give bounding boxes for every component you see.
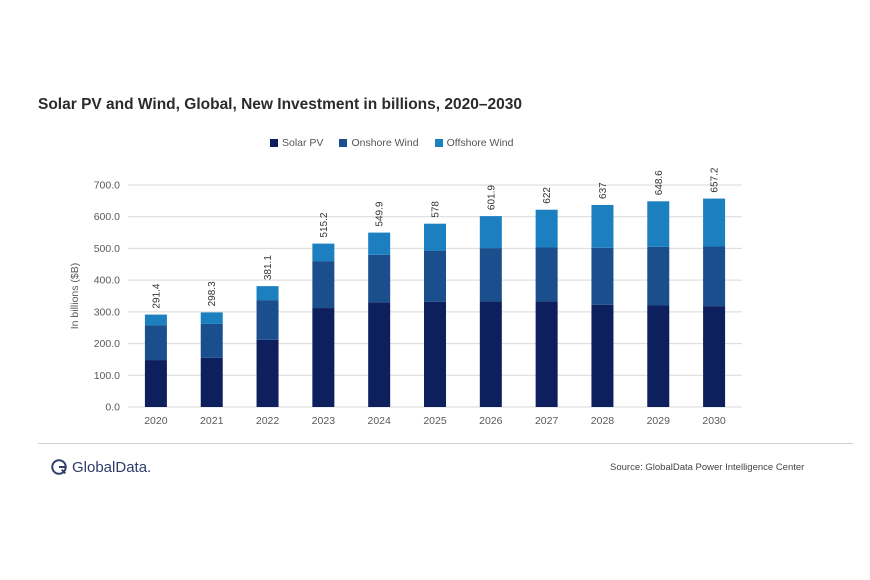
chart-title: Solar PV and Wind, Global, New Investmen… [38, 96, 522, 113]
x-tick-label: 2021 [200, 415, 224, 427]
x-tick-label: 2023 [312, 415, 336, 427]
x-tick-label: 2025 [423, 415, 447, 427]
bar-offshore-wind [312, 243, 335, 262]
legend-swatch-offshore-wind [434, 139, 443, 147]
total-data-label: 549.9 [375, 201, 386, 226]
bar-offshore-wind [591, 204, 614, 248]
x-tick-label: 2020 [144, 415, 168, 427]
x-tick-label: 2028 [591, 415, 615, 427]
bar-solar-pv [368, 302, 391, 407]
y-tick-label: 400.0 [94, 275, 120, 287]
x-tick-label: 2022 [256, 415, 280, 427]
bar-onshore-wind [479, 248, 502, 302]
bar-offshore-wind [479, 216, 502, 249]
bar-solar-pv [424, 301, 446, 407]
bar-onshore-wind [312, 261, 335, 309]
bar-onshore-wind [424, 250, 446, 302]
legend-label-solar-pv: Solar PV [282, 137, 324, 149]
total-data-label: 578 [431, 201, 442, 218]
x-tick-label: 2029 [647, 415, 671, 427]
total-data-label: 291.4 [151, 283, 162, 308]
logo-text: GlobalData. [72, 458, 152, 476]
total-data-label: 515.2 [319, 212, 330, 237]
total-data-label: 657.2 [710, 167, 721, 192]
total-data-label: 601.9 [486, 185, 497, 210]
y-tick-label: 600.0 [94, 211, 120, 223]
total-data-label: 622 [542, 187, 553, 204]
legend-item-onshore-wind: Onshore Wind [339, 137, 419, 149]
bar-solar-pv [312, 308, 335, 407]
footer-divider [38, 443, 853, 444]
bar-offshore-wind [424, 223, 446, 251]
legend-label-onshore-wind: Onshore Wind [351, 137, 419, 149]
y-tick-label: 100.0 [94, 370, 120, 382]
y-tick-label: 700.0 [94, 180, 120, 192]
bar-onshore-wind [647, 246, 670, 306]
bar-onshore-wind [200, 323, 223, 358]
bar-solar-pv [591, 304, 614, 407]
total-data-label: 648.6 [654, 170, 665, 195]
legend: Solar PV Onshore Wind Offshore Wind [270, 137, 513, 149]
legend-item-solar-pv: Solar PV [270, 137, 323, 149]
total-data-label: 381.1 [263, 255, 274, 280]
total-data-label: 298.3 [207, 281, 218, 306]
legend-label-offshore-wind: Offshore Wind [446, 137, 514, 149]
y-tick-label: 200.0 [94, 338, 120, 350]
bar-solar-pv [535, 301, 558, 407]
bar-solar-pv [647, 305, 670, 407]
bar-solar-pv [144, 360, 167, 407]
globaldata-logo-icon [51, 459, 67, 475]
bar-offshore-wind [703, 198, 726, 247]
bar-onshore-wind [591, 247, 614, 305]
bar-onshore-wind [703, 246, 726, 307]
y-axis-title: In billions ($B) [69, 263, 81, 330]
bar-solar-pv [256, 339, 279, 407]
bar-offshore-wind [647, 201, 670, 247]
x-tick-label: 2026 [479, 415, 503, 427]
legend-item-offshore-wind: Offshore Wind [434, 137, 514, 149]
globaldata-logo: GlobalData. [50, 458, 151, 476]
bar-solar-pv [703, 306, 726, 407]
bar-offshore-wind [368, 232, 391, 255]
y-tick-label: 0.0 [105, 402, 120, 414]
x-tick-label: 2030 [702, 415, 726, 427]
y-tick-label: 500.0 [94, 243, 120, 255]
bar-offshore-wind [256, 286, 279, 301]
bar-solar-pv [479, 301, 502, 407]
y-tick-label: 300.0 [94, 306, 120, 318]
bar-offshore-wind [535, 209, 558, 248]
bar-onshore-wind [535, 247, 558, 302]
legend-swatch-onshore-wind [339, 139, 348, 147]
bar-solar-pv [200, 357, 223, 407]
legend-swatch-solar-pv [270, 139, 278, 147]
x-tick-label: 2024 [368, 415, 392, 427]
source-note: Source: GlobalData Power Intelligence Ce… [610, 462, 805, 473]
bar-onshore-wind [256, 300, 279, 340]
total-data-label: 637 [598, 182, 609, 199]
bar-offshore-wind [144, 314, 167, 326]
bar-offshore-wind [200, 312, 223, 324]
x-tick-label: 2027 [535, 415, 559, 427]
bar-onshore-wind [368, 254, 391, 303]
bar-onshore-wind [144, 325, 167, 361]
